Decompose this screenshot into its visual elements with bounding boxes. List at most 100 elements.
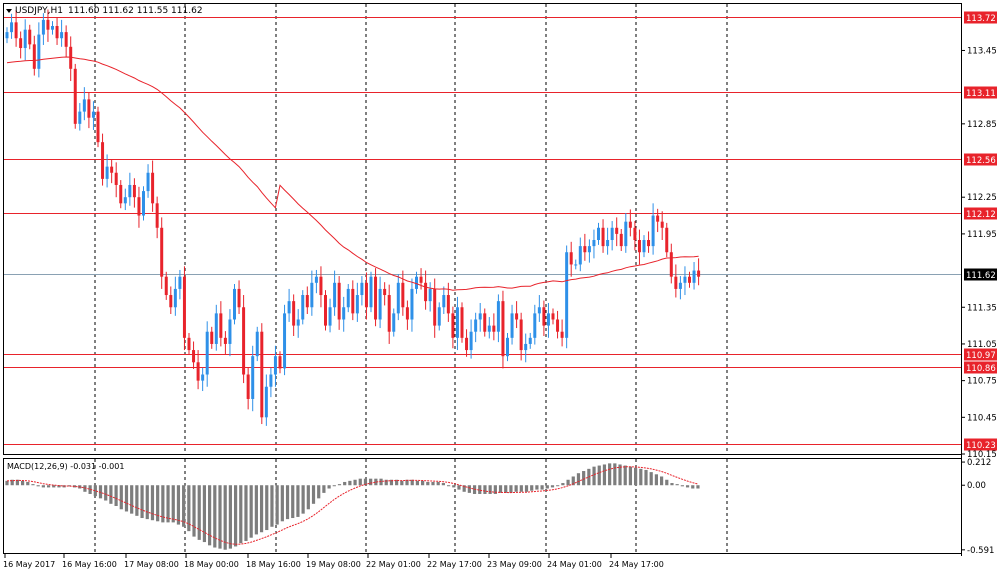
candle-body bbox=[73, 68, 77, 124]
candle-body bbox=[501, 301, 505, 357]
candle-body bbox=[546, 313, 550, 326]
macd-histogram-bar bbox=[488, 485, 492, 494]
y-tick-label: 113.45 bbox=[967, 46, 997, 56]
macd-histogram-bar bbox=[410, 479, 414, 486]
candle-body bbox=[351, 288, 355, 314]
macd-histogram-bar bbox=[395, 479, 399, 486]
level-layer: 113.72 113.11 112.56 112.12 110.97 110.86 110.… bbox=[4, 11, 997, 451]
macd-histogram-bar bbox=[369, 478, 373, 486]
macd-histogram-bar bbox=[680, 485, 684, 487]
candle-body bbox=[32, 44, 36, 69]
candle-body bbox=[392, 313, 396, 332]
macd-histogram-bar bbox=[327, 485, 331, 489]
candle-body bbox=[601, 227, 605, 247]
x-tick-label: 16 May 16:00 bbox=[62, 560, 117, 569]
candle-body bbox=[569, 252, 573, 265]
y-tick-label: 111.95 bbox=[967, 230, 997, 240]
candle-body bbox=[5, 32, 9, 39]
macd-histogram-bar bbox=[592, 466, 596, 486]
candle-body bbox=[328, 307, 332, 326]
candle-body bbox=[132, 184, 136, 198]
candle-body bbox=[346, 288, 350, 308]
candle-body bbox=[474, 319, 478, 332]
macd-histogram-bar bbox=[93, 485, 97, 497]
candle-body bbox=[78, 111, 82, 124]
candle-body bbox=[656, 215, 660, 222]
candle-body bbox=[674, 276, 678, 289]
x-tick-label: 16 May 2017 bbox=[3, 560, 55, 569]
macd-histogram-bar bbox=[223, 485, 227, 550]
macd-histogram-bar bbox=[483, 485, 487, 494]
candle-body bbox=[487, 325, 491, 332]
candle-body bbox=[210, 331, 214, 344]
candle-body bbox=[96, 111, 100, 143]
candle-layer bbox=[5, 9, 701, 426]
level-label-bg bbox=[964, 86, 997, 99]
candle-body bbox=[524, 343, 528, 351]
candle-body bbox=[128, 184, 132, 198]
candle-body bbox=[560, 331, 564, 338]
x-tick-label: 23 May 09:00 bbox=[487, 560, 542, 569]
candle-body bbox=[528, 337, 532, 344]
macd-histogram-bar bbox=[452, 485, 456, 488]
candle-body bbox=[587, 246, 591, 253]
macd-histogram-bar bbox=[337, 484, 342, 486]
macd-histogram-bar bbox=[696, 485, 700, 489]
level-label: 112.12 bbox=[966, 210, 996, 220]
macd-histogram-bar bbox=[602, 464, 607, 486]
candle-body bbox=[237, 288, 241, 308]
candle-body bbox=[419, 276, 423, 283]
macd-histogram-bar bbox=[618, 464, 622, 486]
candle-body bbox=[465, 337, 469, 351]
level-label: 112.56 bbox=[966, 156, 996, 166]
macd-histogram-bar bbox=[623, 465, 627, 486]
macd-histogram-bar bbox=[317, 485, 321, 499]
candle-body bbox=[533, 313, 537, 338]
current-price-label: 111.62 bbox=[966, 271, 996, 281]
candle-body bbox=[292, 301, 296, 326]
level-label-bg bbox=[964, 207, 997, 220]
macd-histogram-bar bbox=[31, 484, 35, 486]
macd-tick-label: -0.591 bbox=[967, 546, 994, 556]
macd-histogram-bar bbox=[634, 467, 638, 486]
candle-body bbox=[41, 19, 45, 35]
candle-body bbox=[187, 337, 191, 351]
candle-body bbox=[160, 227, 164, 277]
candle-body bbox=[228, 319, 232, 344]
candle-body bbox=[692, 270, 696, 283]
candle-body bbox=[515, 313, 519, 320]
level-label-bg bbox=[964, 153, 997, 166]
macd-histogram-bar bbox=[561, 483, 565, 486]
symbol-label: USDJPY,H1 bbox=[15, 6, 63, 16]
candle-body bbox=[401, 282, 405, 308]
macd-histogram-bar bbox=[332, 485, 336, 487]
macd-histogram-bar bbox=[208, 485, 212, 546]
macd-histogram-bar bbox=[5, 480, 9, 486]
candle-body bbox=[451, 313, 455, 338]
dropdown-triangle-icon[interactable] bbox=[6, 9, 12, 13]
candle-body bbox=[678, 282, 682, 289]
macd-histogram-bar bbox=[675, 484, 679, 486]
candle-body bbox=[264, 386, 268, 418]
candle-body bbox=[437, 307, 441, 326]
candle-body bbox=[374, 276, 378, 320]
macd-histogram-bar bbox=[119, 485, 123, 510]
candle-body bbox=[324, 295, 327, 326]
macd-histogram-bar bbox=[649, 472, 653, 486]
level-label: 110.23 bbox=[966, 441, 996, 451]
macd-histogram-bar bbox=[426, 481, 430, 486]
macd-histogram-bar bbox=[213, 485, 217, 548]
macd-histogram-bar bbox=[259, 485, 264, 533]
candle-body bbox=[469, 331, 473, 351]
candle-body bbox=[333, 282, 337, 308]
y-tick-label: 112.25 bbox=[967, 193, 997, 203]
candle-body bbox=[182, 276, 186, 338]
candle-body bbox=[647, 240, 651, 247]
candle-body bbox=[55, 26, 59, 39]
x-tick-label: 24 May 17:00 bbox=[609, 560, 664, 569]
macd-histogram-bar bbox=[400, 480, 404, 486]
candle-body bbox=[642, 240, 646, 253]
candle-body bbox=[255, 331, 259, 357]
candle-body bbox=[319, 276, 323, 296]
candle-body bbox=[492, 325, 496, 332]
